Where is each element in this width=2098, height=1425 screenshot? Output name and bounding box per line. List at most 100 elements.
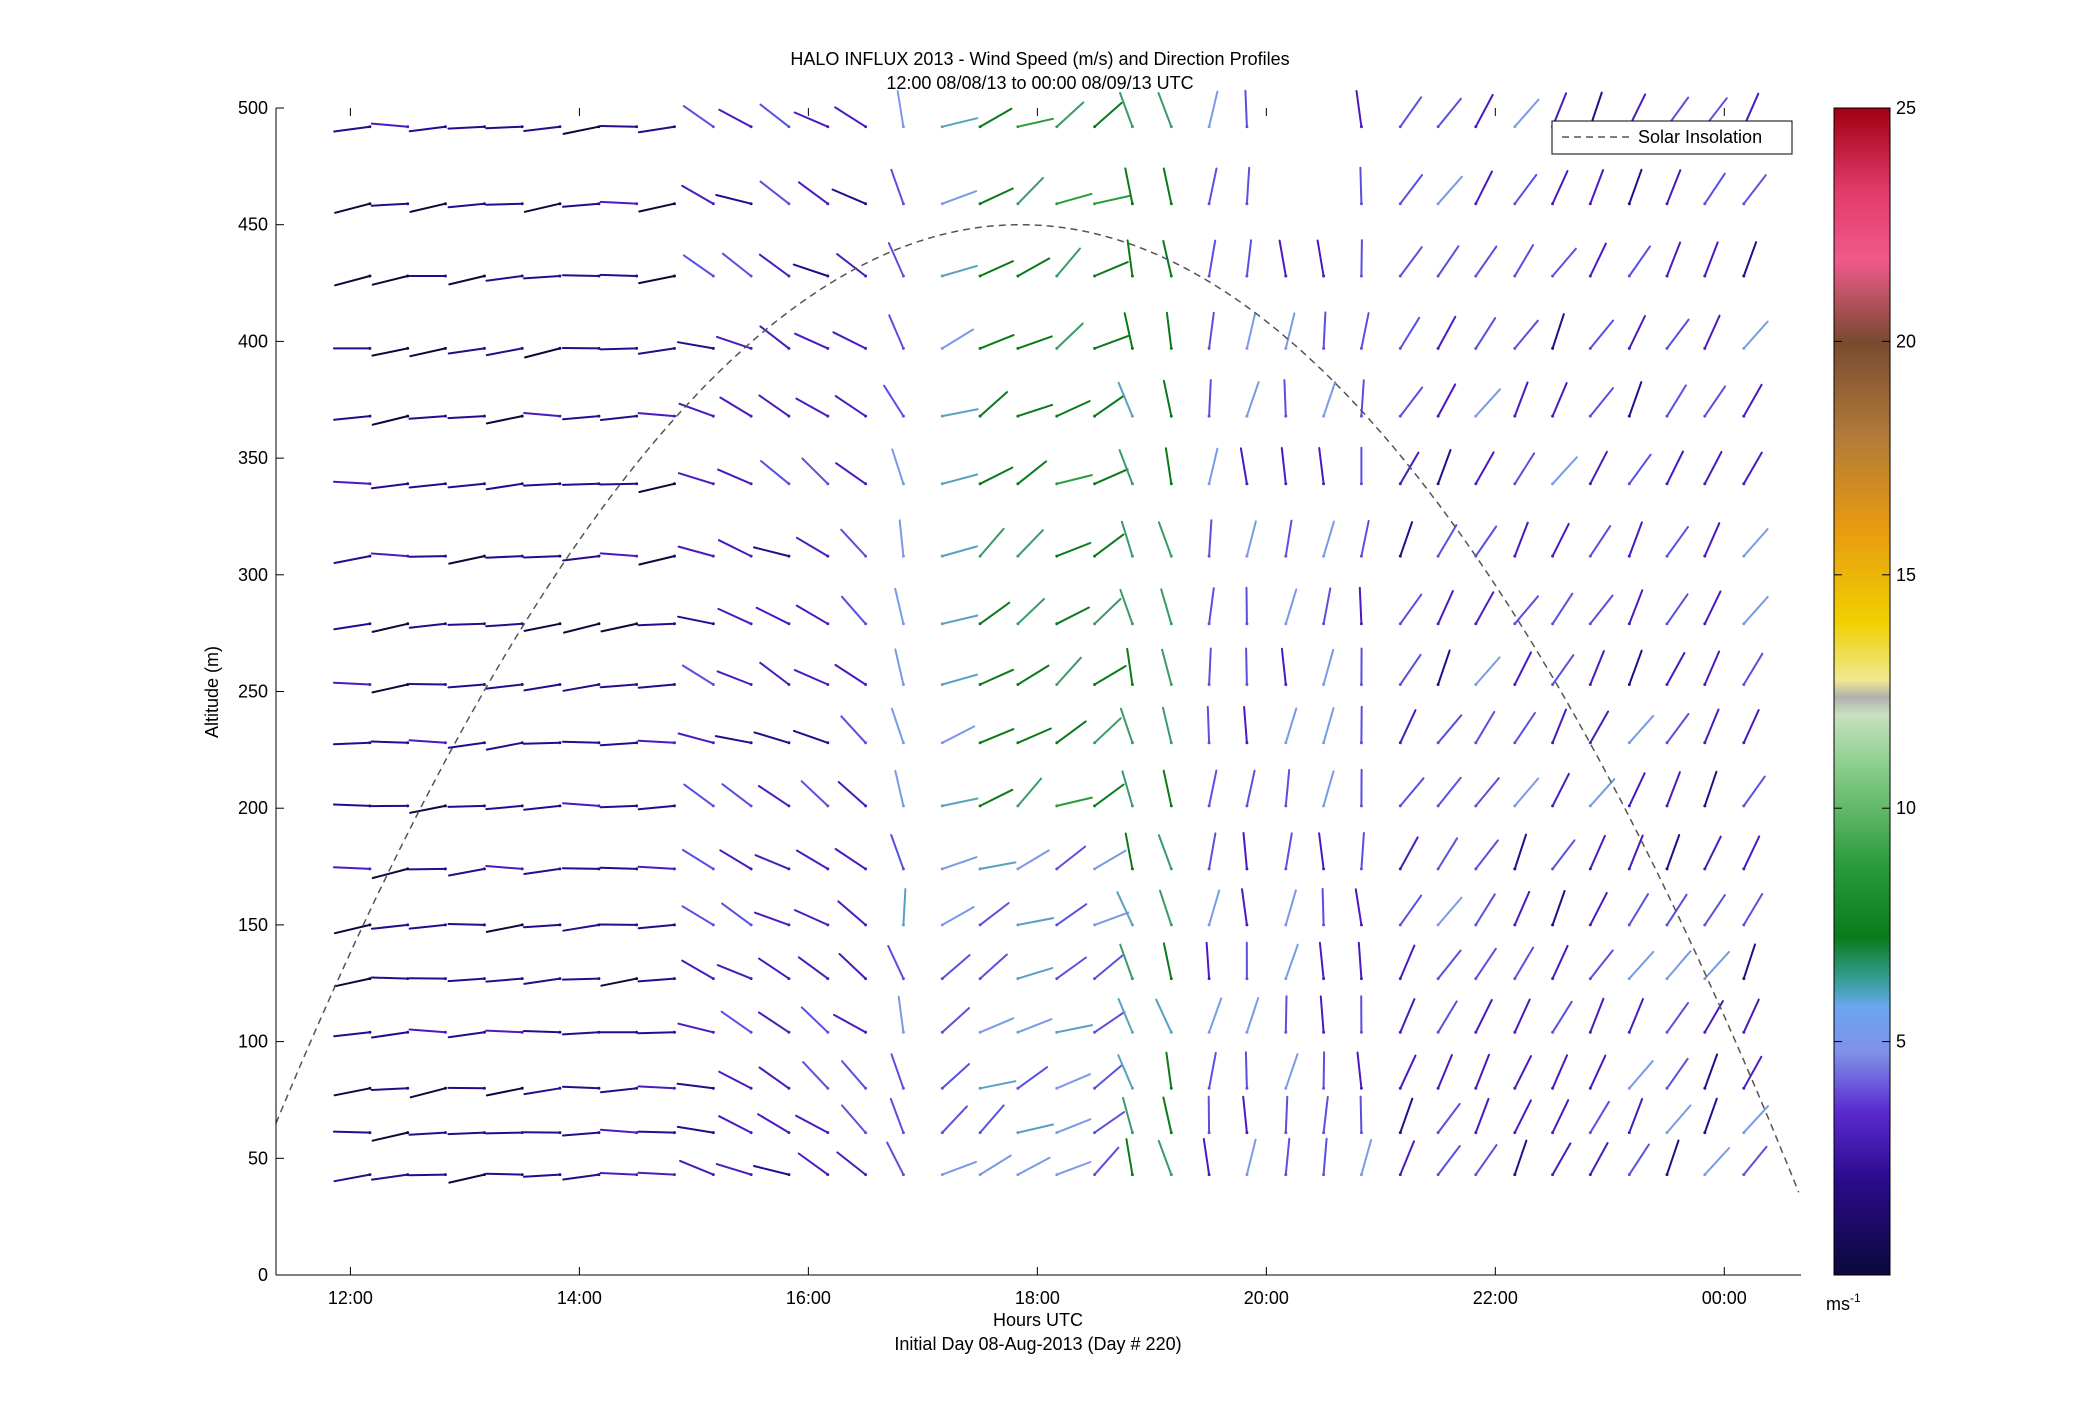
wind-vector-base (826, 804, 830, 808)
wind-vector (599, 741, 638, 747)
wind-vector-base (558, 274, 562, 278)
wind-vector-base (1207, 1030, 1211, 1034)
wind-vector (792, 263, 829, 277)
wind-vector-base (901, 482, 905, 486)
wind-vector-base (1627, 683, 1631, 686)
wind-vector-base (406, 482, 410, 486)
wind-vector (637, 622, 676, 627)
wind-vector-base (826, 414, 830, 418)
wind-vector-base (1245, 683, 1249, 686)
wind-vector (753, 546, 790, 558)
wind-vector (800, 1006, 829, 1034)
wind-vector (334, 275, 371, 287)
wind-vector-base (520, 482, 524, 486)
wind-vector (333, 923, 371, 935)
wind-vector (831, 188, 867, 205)
wind-vector-base (1398, 867, 1402, 871)
wind-vector-base (520, 346, 524, 350)
wind-vector-base (1588, 1086, 1592, 1090)
wind-vector (1628, 315, 1646, 350)
wind-vector (1399, 1054, 1417, 1090)
wind-vector-base (1093, 683, 1097, 686)
wind-vector-base (672, 867, 676, 871)
wind-vector (1322, 770, 1335, 807)
wind-vector-base (1398, 1030, 1402, 1034)
wind-vector-base (520, 554, 524, 558)
y-axis-label: Altitude (m) (202, 646, 222, 738)
wind-vector (1284, 1095, 1289, 1134)
wind-vector (1513, 595, 1539, 625)
wind-vector (1742, 451, 1763, 485)
wind-vector-base (406, 554, 410, 558)
wind-vector (637, 977, 676, 983)
wind-vector-base (901, 867, 905, 871)
wind-vector-base (1742, 1173, 1746, 1177)
wind-vector (1551, 313, 1565, 350)
wind-vector-base (1551, 202, 1555, 206)
wind-vector (1742, 241, 1758, 277)
wind-vector (1551, 522, 1570, 558)
wind-vector-base (1169, 346, 1173, 350)
wind-vector-base (443, 923, 447, 927)
wind-vector-base (1130, 1086, 1134, 1090)
wind-vector-base (1474, 1030, 1478, 1034)
wind-vector-base (901, 346, 905, 350)
wind-vector (1093, 394, 1126, 418)
wind-vector (1245, 1138, 1257, 1176)
wind-vector-base (1742, 202, 1746, 206)
wind-vector (1437, 245, 1460, 277)
wind-vector-base (749, 977, 753, 981)
wind-vector-base (901, 741, 905, 745)
wind-vector-base (482, 482, 486, 486)
wind-vector-base (597, 804, 601, 808)
wind-vector-base (978, 1030, 982, 1034)
wind-vector (1055, 474, 1093, 485)
wind-vector (1703, 1147, 1731, 1176)
wind-vector-base (520, 867, 524, 871)
wind-vector-base (901, 274, 905, 278)
wind-vector-base (1055, 1086, 1059, 1090)
wind-vector-base (597, 683, 601, 686)
colorbar-tick-label: 15 (1896, 565, 1916, 585)
wind-vector (1055, 796, 1093, 807)
wind-vector (1666, 893, 1688, 926)
wind-vector (1666, 950, 1692, 980)
wind-vector (1055, 192, 1093, 205)
wind-vector-base (1742, 923, 1746, 927)
wind-vector (677, 472, 715, 485)
wind-vector (682, 105, 715, 128)
wind-vector (1318, 941, 1325, 980)
wind-vector-base (368, 414, 372, 418)
wind-vector (1093, 101, 1123, 128)
wind-vector (898, 519, 905, 558)
wind-vector (1360, 1139, 1373, 1176)
wind-vector-base (864, 804, 868, 808)
wind-vector (1322, 587, 1332, 625)
plot-area: 12:00 14:00 16:00 18:00 20:00 22:00 00:00 0 50 1… (238, 89, 1801, 1308)
wind-vector (637, 739, 676, 744)
wind-vector-base (1398, 1086, 1402, 1090)
wind-vector (637, 1130, 676, 1134)
wind-vector (1513, 712, 1536, 744)
wind-vector (1055, 322, 1084, 350)
wind-vector (1165, 1051, 1173, 1090)
wind-vector-base (1169, 274, 1173, 278)
wind-vector (1055, 1073, 1091, 1090)
wind-vector (979, 1017, 1015, 1034)
wind-vector-base (1551, 1086, 1555, 1090)
wind-vector-base (749, 274, 753, 278)
wind-vector-base (1245, 125, 1249, 129)
wind-vector-base (1359, 1173, 1363, 1177)
wind-vector-base (406, 923, 410, 927)
wind-vector (1245, 239, 1253, 277)
wind-vector-base (1627, 274, 1631, 278)
wind-vector-base (1055, 622, 1059, 626)
wind-vector-base (1513, 1086, 1517, 1090)
wind-vector (485, 275, 524, 282)
wind-vector (1016, 1018, 1053, 1034)
wind-vector (1055, 542, 1092, 558)
wind-vector-base (1742, 867, 1746, 871)
wind-vector (447, 482, 486, 489)
wind-vector-base (1398, 1131, 1402, 1135)
wind-vector (1474, 1053, 1490, 1090)
